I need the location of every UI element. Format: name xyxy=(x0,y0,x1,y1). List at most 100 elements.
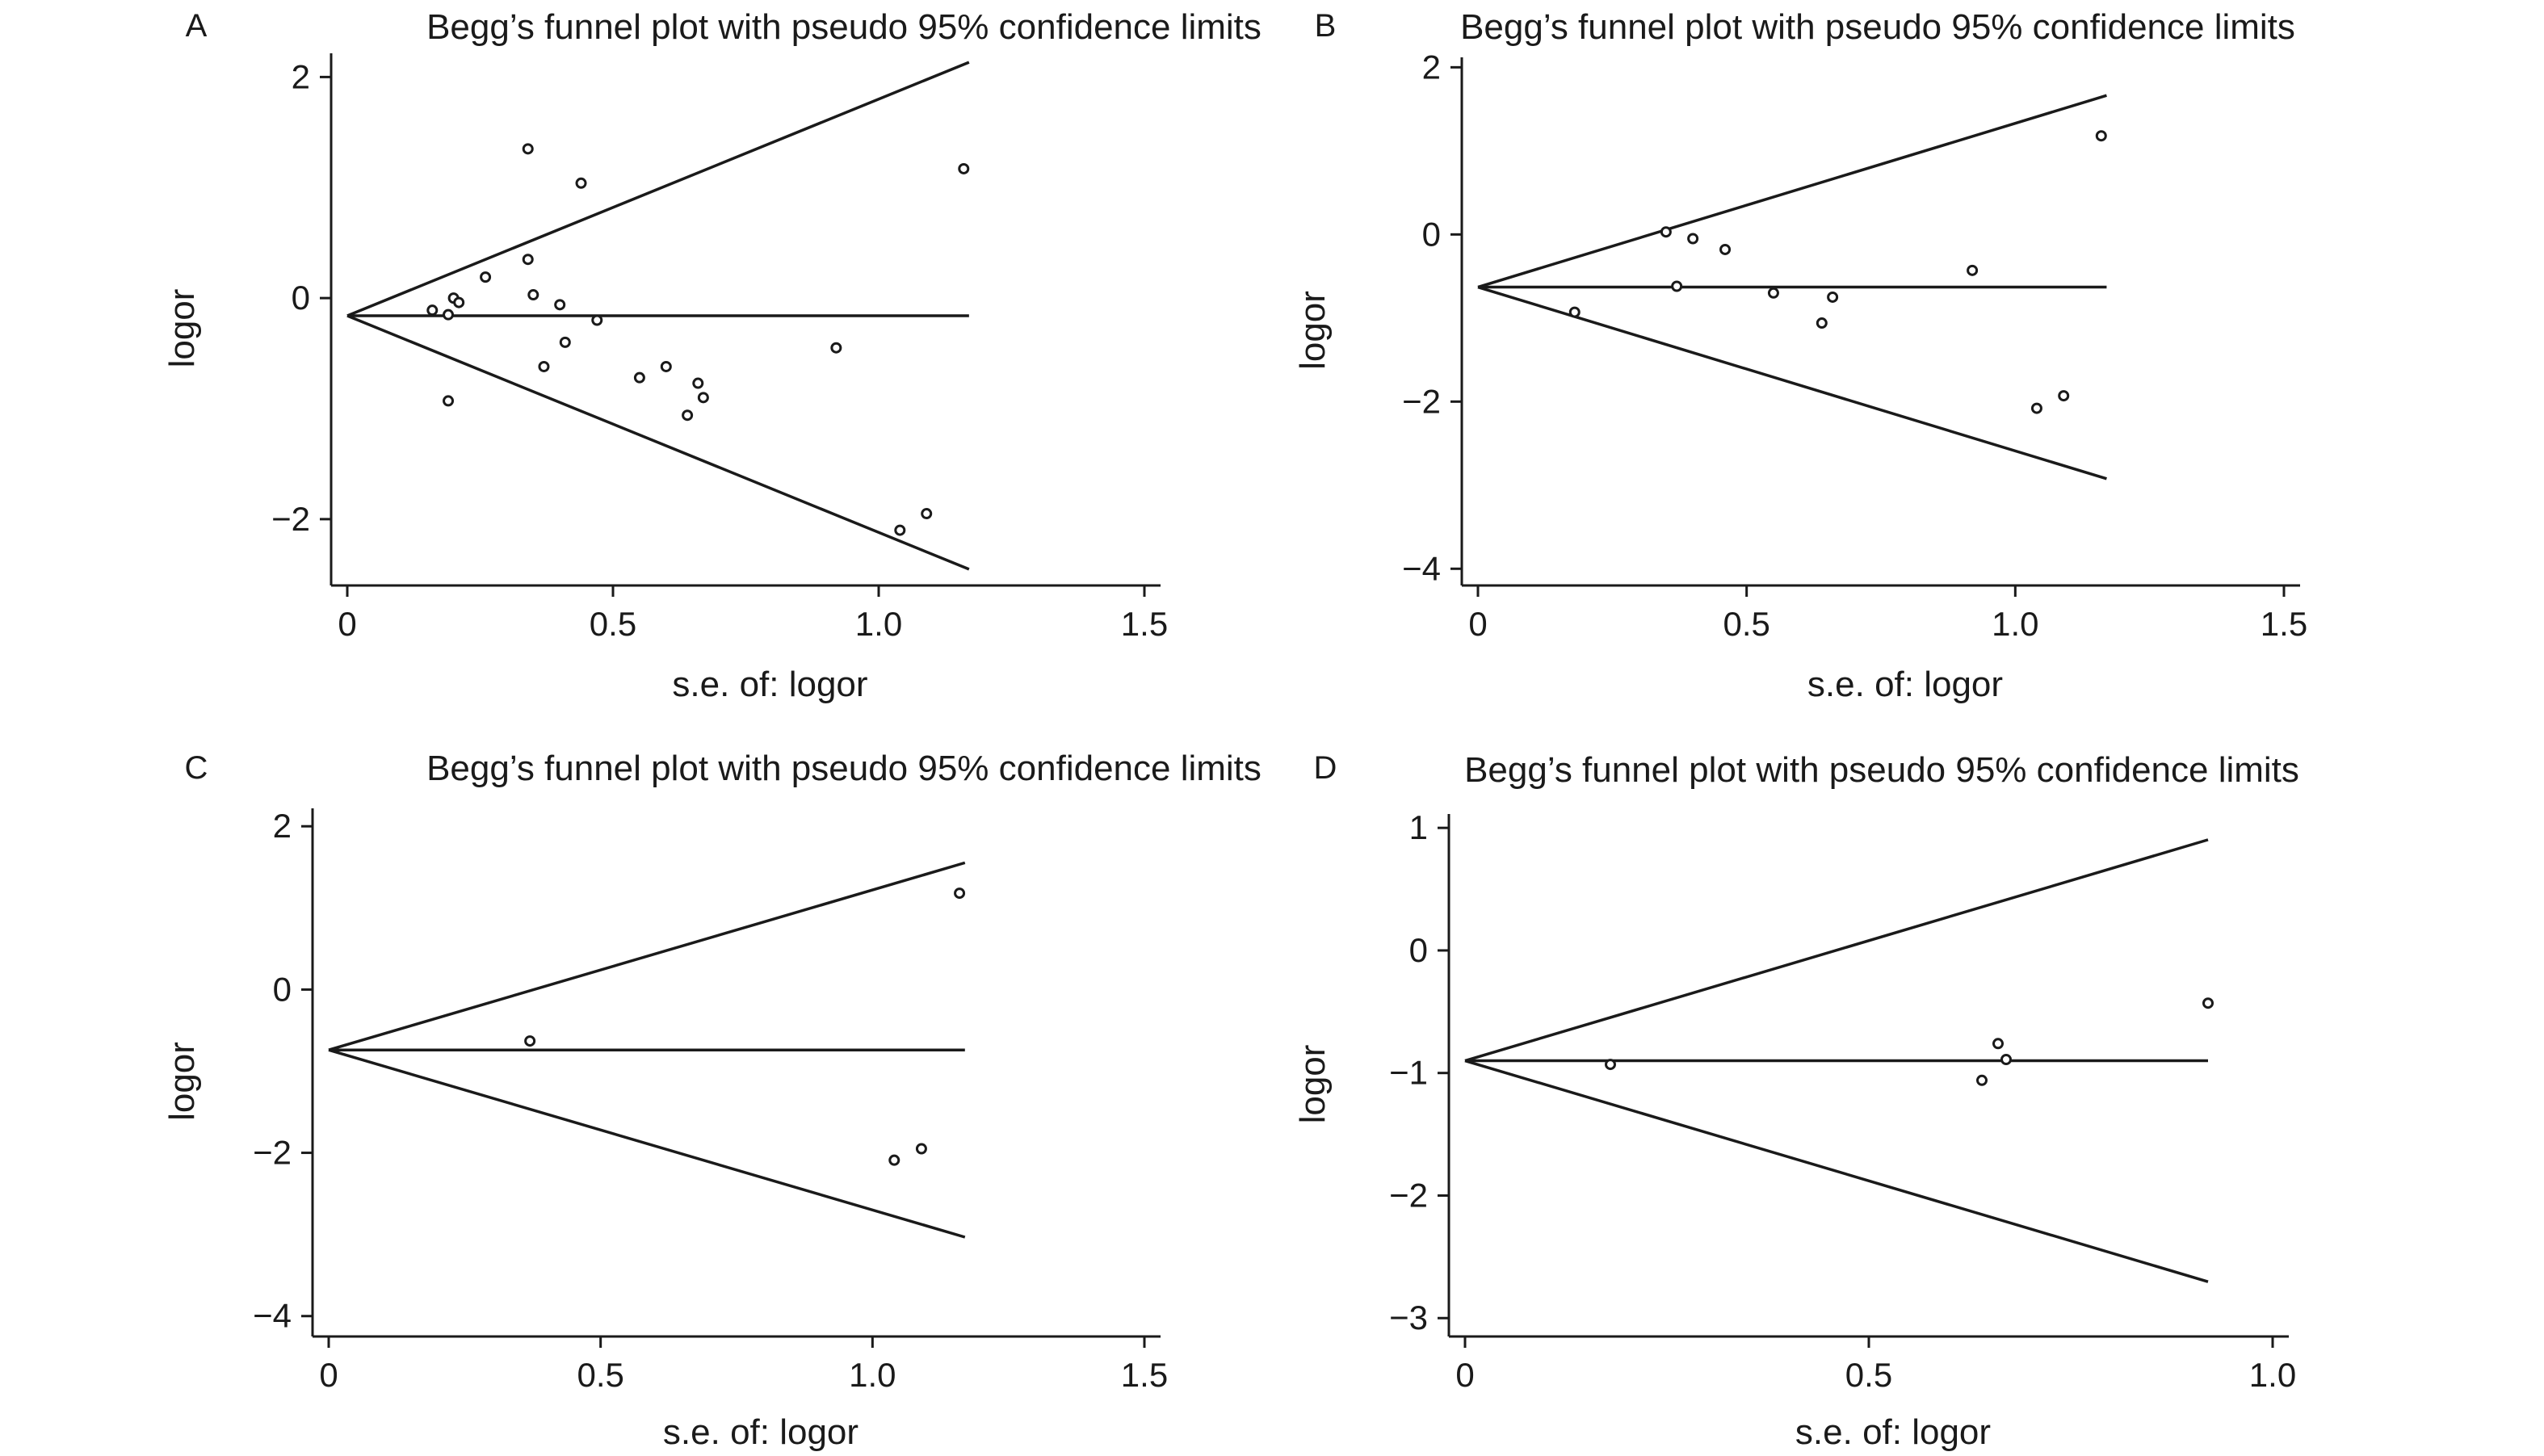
study-point xyxy=(1719,243,1732,255)
x-tick-label: 1.0 xyxy=(855,605,902,643)
lower-confidence-limit xyxy=(346,314,970,571)
upper-confidence-limit xyxy=(1464,838,2209,1063)
x-tick-label: 1.0 xyxy=(849,1356,896,1394)
study-point xyxy=(591,314,603,326)
panel-letter: D xyxy=(1314,750,1337,786)
y-tick-label: −2 xyxy=(271,500,310,538)
panel-letter: B xyxy=(1315,8,1337,44)
chart-title: Begg’s funnel plot with pseudo 95% confi… xyxy=(426,7,1262,47)
study-point xyxy=(426,304,439,317)
study-point xyxy=(692,377,704,389)
study-point xyxy=(2202,997,2214,1009)
study-point xyxy=(921,508,933,520)
lower-confidence-limit xyxy=(1477,285,2107,480)
study-point xyxy=(554,299,566,311)
chart-title: Begg’s funnel plot with pseudo 95% confi… xyxy=(426,749,1262,788)
panel-letter: A xyxy=(186,8,208,44)
study-point xyxy=(1605,1059,1616,1071)
study-point xyxy=(1767,287,1779,299)
study-point xyxy=(453,296,465,308)
study-point xyxy=(958,162,970,174)
y-tick-label: 0 xyxy=(292,279,310,317)
lower-confidence-limit xyxy=(1464,1059,2209,1283)
y-tick-label: 2 xyxy=(1422,48,1441,86)
funnel-plot-panel-a: A Begg’s funnel plot with pseudo 95% conf… xyxy=(162,7,1262,704)
y-axis-title: logor xyxy=(1293,291,1333,370)
study-point xyxy=(954,887,966,900)
x-axis-title: s.e. of: logor xyxy=(1795,1412,1991,1452)
x-tick-label: 0 xyxy=(319,1356,338,1394)
funnel-plot-panel-d: D Begg’s funnel plot with pseudo 95% conf… xyxy=(1293,750,2299,1452)
y-tick-label: 2 xyxy=(273,807,292,845)
study-point xyxy=(1827,291,1839,303)
y-axis-title: logor xyxy=(1293,1045,1333,1124)
study-point xyxy=(575,177,587,189)
study-point xyxy=(480,271,492,283)
y-tick-label: −2 xyxy=(253,1134,292,1172)
study-point xyxy=(522,254,534,266)
study-point xyxy=(559,336,571,348)
study-point xyxy=(888,1154,900,1166)
chart-title: Begg’s funnel plot with pseudo 95% confi… xyxy=(1460,7,2295,47)
y-tick-label: 0 xyxy=(1422,215,1441,253)
y-tick-label: 0 xyxy=(1409,931,1428,969)
y-tick-label: 0 xyxy=(273,970,292,1008)
study-point xyxy=(527,289,539,301)
chart-title: Begg’s funnel plot with pseudo 95% confi… xyxy=(1464,750,2299,790)
y-tick-label: −4 xyxy=(253,1297,292,1335)
y-tick-label: −2 xyxy=(1389,1176,1428,1214)
study-point xyxy=(1568,306,1581,318)
x-tick-label: 1.5 xyxy=(1121,1356,1168,1394)
y-tick-label: −4 xyxy=(1402,549,1441,587)
study-point xyxy=(2000,1054,2012,1066)
study-point xyxy=(915,1143,927,1155)
study-point xyxy=(633,371,645,384)
x-axis-title: s.e. of: logor xyxy=(663,1412,858,1452)
x-axis-title: s.e. of: logor xyxy=(672,665,867,704)
study-point xyxy=(682,409,694,422)
panel-letter: C xyxy=(185,750,208,786)
y-tick-label: 1 xyxy=(1409,808,1428,846)
study-point xyxy=(524,1035,536,1047)
study-point xyxy=(2058,390,2070,402)
study-point xyxy=(1816,317,1828,329)
upper-confidence-limit xyxy=(346,61,970,317)
x-tick-label: 0 xyxy=(1455,1356,1474,1394)
x-tick-label: 0.5 xyxy=(590,605,636,643)
study-point xyxy=(2030,402,2042,414)
y-axis-title: logor xyxy=(162,1042,202,1121)
y-tick-label: −2 xyxy=(1402,382,1441,420)
x-tick-label: 0.5 xyxy=(1723,605,1769,643)
x-tick-label: 0.5 xyxy=(1845,1356,1892,1394)
study-point xyxy=(443,308,455,321)
study-point xyxy=(522,143,534,155)
x-tick-label: 1.5 xyxy=(1121,605,1168,643)
study-point xyxy=(1687,233,1699,245)
lower-confidence-limit xyxy=(328,1048,966,1239)
y-tick-label: 2 xyxy=(292,57,310,95)
y-tick-label: −1 xyxy=(1389,1054,1428,1092)
x-tick-label: 1.0 xyxy=(2249,1356,2296,1394)
study-point xyxy=(660,360,672,372)
x-tick-label: 1.0 xyxy=(1992,605,2038,643)
upper-confidence-limit xyxy=(328,861,966,1051)
study-point xyxy=(1671,280,1683,292)
upper-confidence-limit xyxy=(1477,94,2107,289)
study-point xyxy=(1660,226,1672,238)
study-point xyxy=(1967,264,1979,276)
x-axis-title: s.e. of: logor xyxy=(1807,665,2003,704)
study-point xyxy=(894,524,906,536)
study-point xyxy=(830,342,842,354)
study-point xyxy=(2095,130,2107,142)
x-tick-label: 1.5 xyxy=(2261,605,2307,643)
x-tick-label: 0 xyxy=(1468,605,1487,643)
y-axis-title: logor xyxy=(162,289,202,368)
study-point xyxy=(443,395,455,407)
study-point xyxy=(697,392,709,404)
funnel-plot-panel-b: B Begg’s funnel plot with pseudo 95% conf… xyxy=(1293,7,2307,704)
x-tick-label: 0.5 xyxy=(577,1356,623,1394)
study-point xyxy=(1976,1074,1988,1086)
funnel-plot-panel-c: C Begg’s funnel plot with pseudo 95% conf… xyxy=(162,749,1262,1452)
y-tick-label: −3 xyxy=(1389,1299,1428,1336)
